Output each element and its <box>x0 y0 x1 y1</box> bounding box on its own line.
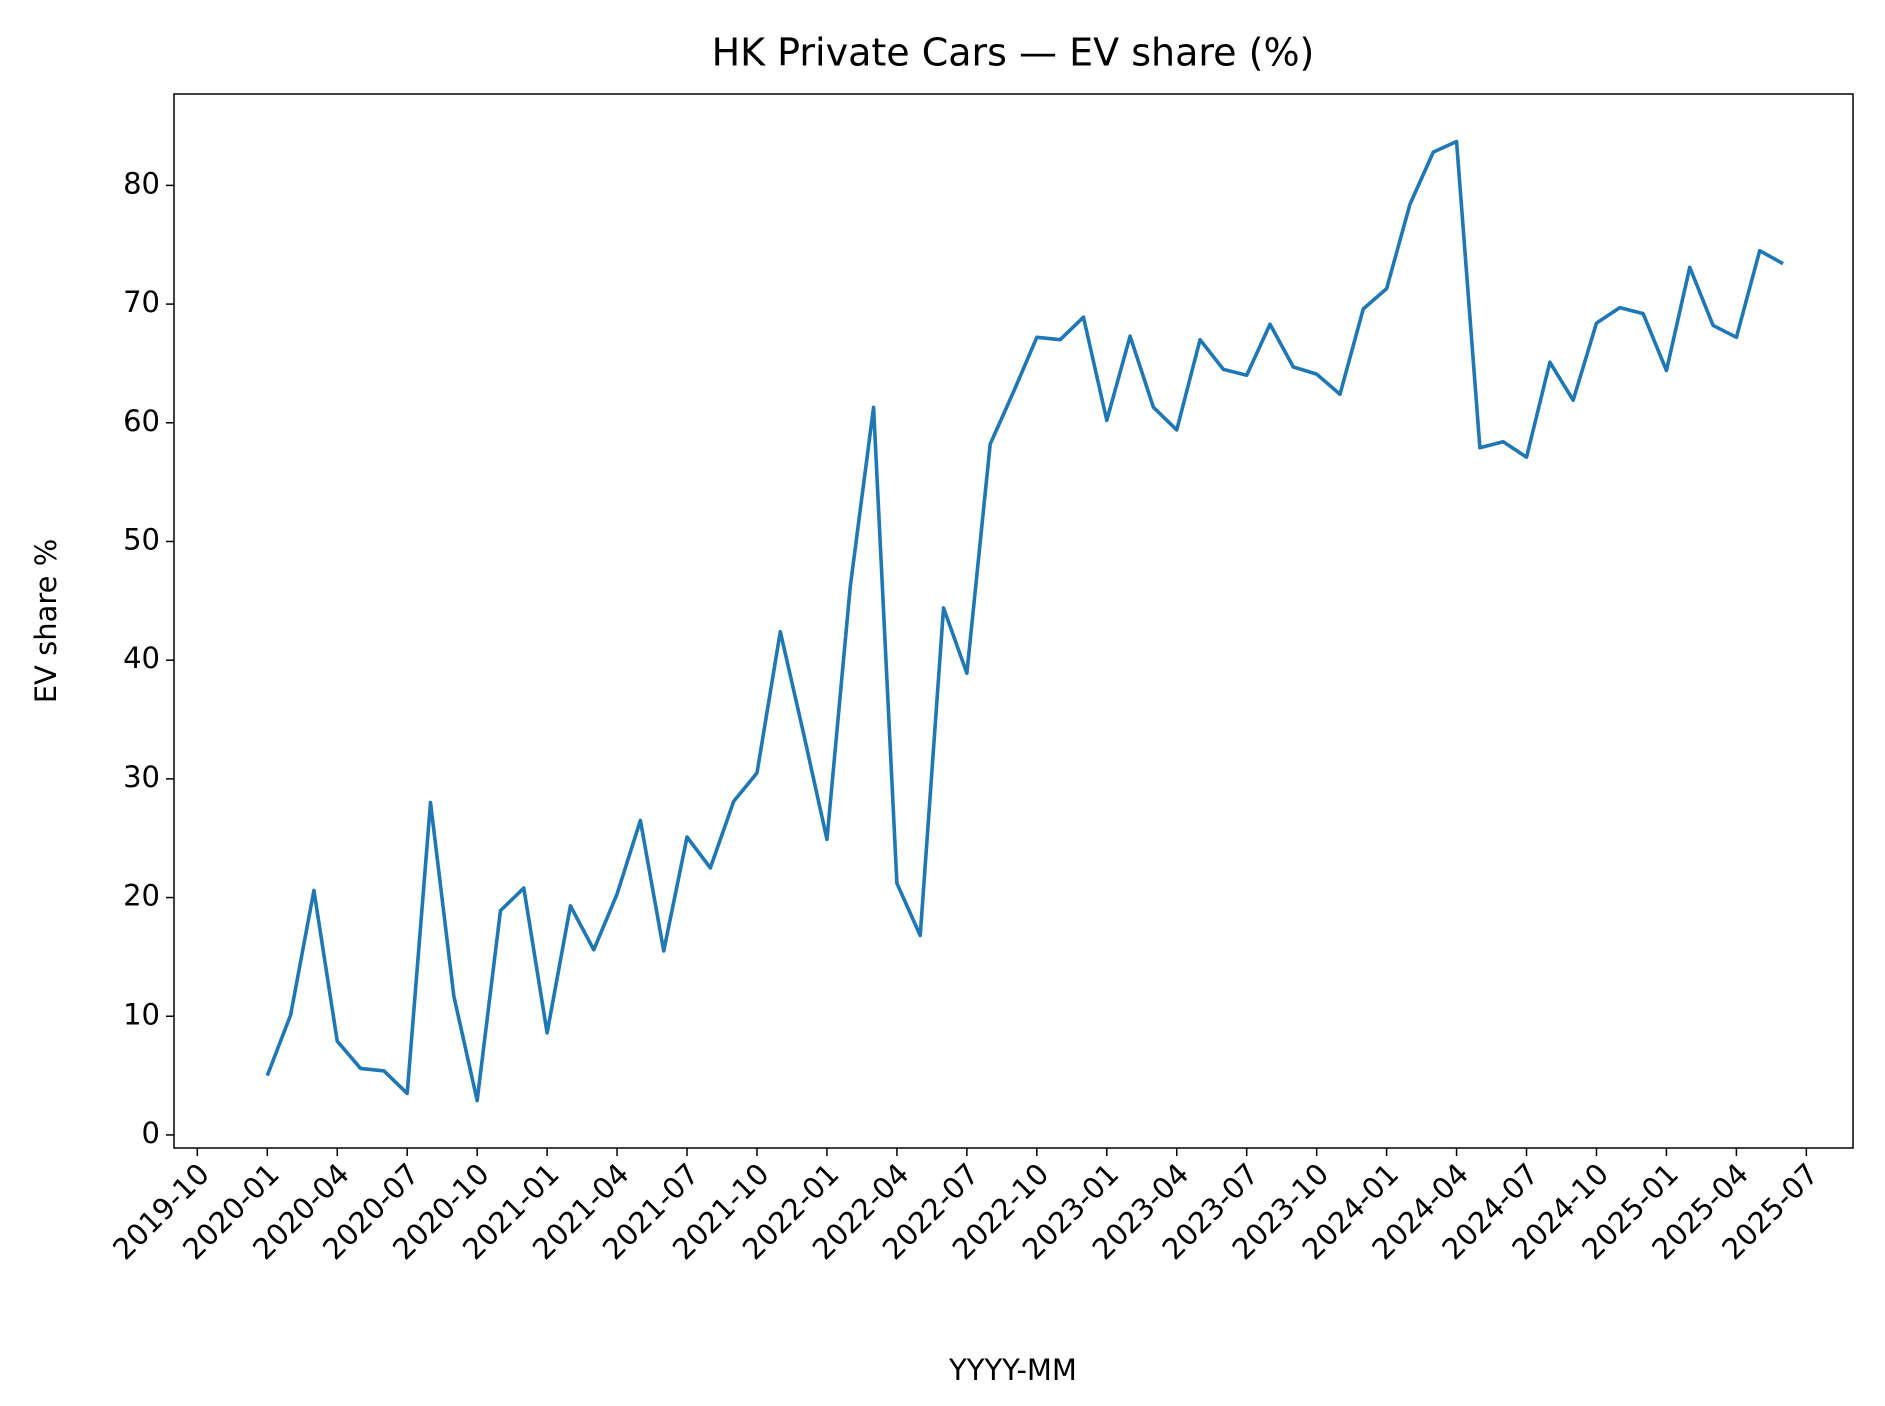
y-tick-label: 70 <box>123 285 160 319</box>
y-tick-label: 10 <box>123 997 160 1031</box>
y-tick-label: 40 <box>123 641 160 675</box>
y-tick-label: 30 <box>123 760 160 794</box>
y-tick-label: 80 <box>123 166 160 200</box>
x-axis-label: YYYY-MM <box>948 1353 1077 1387</box>
y-axis-label: EV share % <box>29 539 63 704</box>
y-tick-label: 0 <box>142 1116 160 1150</box>
y-tick-label: 50 <box>123 522 160 556</box>
y-tick-label: 60 <box>123 404 160 438</box>
chart-title: HK Private Cars — EV share (%) <box>712 31 1315 75</box>
plot-frame <box>173 93 1854 1149</box>
line-series <box>265 139 1784 1103</box>
y-tick-label: 20 <box>123 879 160 913</box>
